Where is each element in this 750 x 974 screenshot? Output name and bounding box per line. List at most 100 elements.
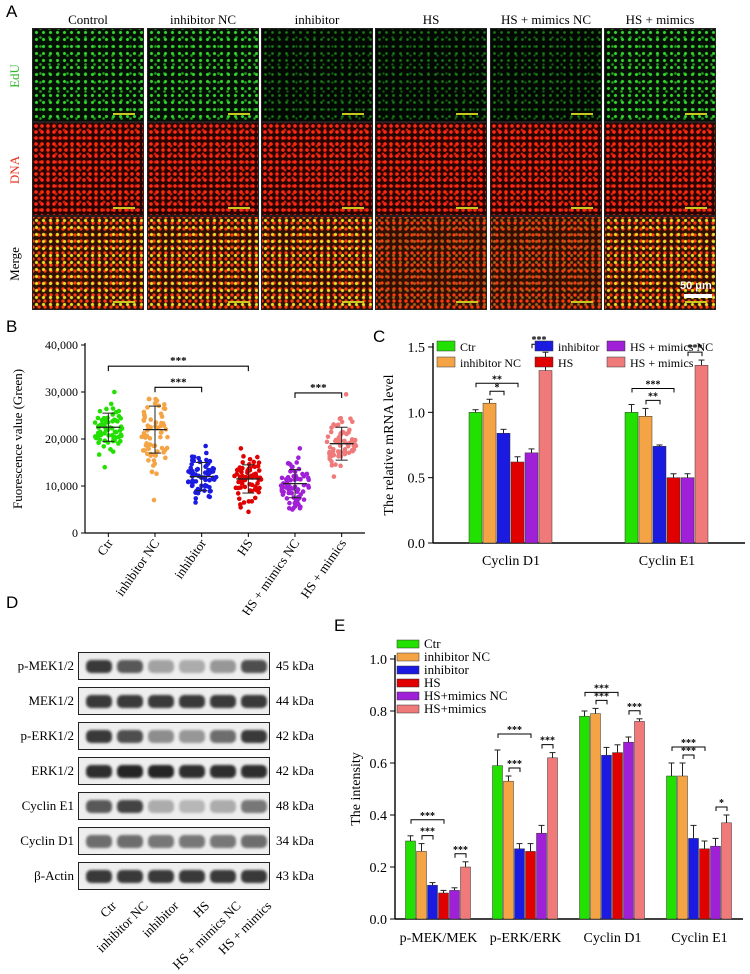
data-point bbox=[110, 406, 116, 411]
data-point bbox=[207, 477, 212, 483]
significance-label: *** bbox=[681, 738, 696, 749]
data-point bbox=[189, 483, 195, 489]
data-point bbox=[289, 464, 295, 470]
bar-hs bbox=[510, 461, 525, 544]
data-point bbox=[291, 505, 296, 511]
blot-band bbox=[210, 835, 236, 848]
legend-swatch-hs-mimics-nc bbox=[606, 340, 626, 352]
data-point bbox=[118, 438, 123, 444]
blot-band bbox=[148, 765, 174, 778]
y-tick-label: 40,000 bbox=[45, 338, 78, 352]
data-point bbox=[288, 486, 293, 491]
y-tick-label: 0.6 bbox=[370, 757, 388, 772]
significance-bracket bbox=[154, 386, 203, 393]
data-point bbox=[159, 429, 164, 435]
data-point bbox=[253, 471, 258, 477]
significance-bracket bbox=[294, 392, 343, 398]
blot-label-mek1-2: MEK1/2 bbox=[28, 693, 75, 708]
micrograph-scale-bar bbox=[228, 207, 250, 209]
data-point bbox=[256, 468, 262, 473]
data-point bbox=[162, 448, 168, 453]
data-point bbox=[333, 438, 338, 444]
x-category-label: p-MEK/MEK bbox=[400, 931, 478, 946]
bar-inhibitor bbox=[652, 446, 667, 544]
data-point bbox=[203, 477, 208, 483]
data-point bbox=[186, 469, 191, 474]
y-tick-label: 0.2 bbox=[370, 861, 388, 876]
blot-strip-p-mek1-2 bbox=[78, 652, 270, 680]
micrograph-scale-bar bbox=[228, 113, 250, 115]
x-category-label: Cyclin D1 bbox=[584, 931, 642, 946]
x-tick-label: Ctr bbox=[94, 536, 116, 559]
bar-inhibitor-nc bbox=[416, 851, 427, 920]
panel-a-letter: A bbox=[6, 2, 18, 21]
data-point bbox=[145, 423, 151, 428]
data-point bbox=[189, 454, 195, 459]
data-point bbox=[207, 489, 213, 494]
panel-e-bar-chart: 0.0 0.2 0.4 0.6 0.8 1.0 The intensity p-MEK/MEK… bbox=[349, 636, 743, 946]
micrograph-merge-hs bbox=[375, 216, 487, 310]
data-point bbox=[349, 437, 355, 442]
data-point bbox=[258, 477, 264, 482]
legend-label-inhibitor: inhibitor bbox=[424, 662, 469, 677]
data-point bbox=[238, 446, 244, 451]
blot-label-cyclin-d1: Cyclin D1 bbox=[20, 833, 74, 848]
panel-e-letter: E bbox=[334, 616, 346, 635]
y-tick-label: 0.8 bbox=[370, 705, 388, 720]
data-point bbox=[338, 463, 343, 469]
data-point bbox=[146, 446, 151, 452]
bar-hs-mimics-nc bbox=[623, 741, 634, 920]
data-point bbox=[256, 460, 262, 465]
data-point bbox=[242, 484, 248, 490]
column-title-hs-mimics-nc: HS + mimics NC bbox=[500, 12, 592, 27]
data-point bbox=[241, 454, 246, 459]
data-point bbox=[152, 452, 158, 458]
legend-swatch-ctr bbox=[396, 639, 420, 649]
blot-band bbox=[179, 695, 205, 708]
blot-band bbox=[148, 835, 174, 848]
data-point bbox=[146, 396, 152, 402]
blot-band bbox=[241, 835, 267, 848]
blot-kda-p-mek1-2: 45 kDa bbox=[276, 658, 314, 673]
micrograph-edu-inhibitor-nc bbox=[147, 28, 259, 122]
micrograph-scale-bar bbox=[228, 301, 250, 303]
blot-strip-cyclin-d1 bbox=[78, 827, 270, 855]
lane-label-hs: HS bbox=[190, 898, 213, 921]
data-point bbox=[163, 455, 168, 461]
significance-label: *** bbox=[627, 702, 642, 713]
micrograph-scale-bar bbox=[456, 301, 478, 303]
data-point bbox=[296, 466, 302, 472]
blot-band bbox=[179, 730, 205, 743]
significance-label: *** bbox=[453, 845, 468, 856]
panel-d-letter: D bbox=[6, 593, 19, 612]
data-point bbox=[193, 479, 199, 484]
data-point bbox=[346, 450, 352, 456]
blot-band bbox=[117, 695, 143, 708]
significance-bracket bbox=[584, 691, 619, 697]
data-point bbox=[145, 451, 150, 457]
bar-ctr bbox=[666, 775, 677, 920]
data-point bbox=[294, 489, 300, 494]
column-title-inhibitor: inhibitor bbox=[294, 12, 340, 27]
blot-band bbox=[241, 870, 267, 883]
bar-hs-mimics-nc bbox=[449, 890, 460, 920]
data-point bbox=[347, 427, 352, 433]
data-point bbox=[337, 452, 343, 458]
blot-band bbox=[117, 870, 143, 883]
data-point bbox=[337, 416, 343, 422]
bar-inhibitor-nc bbox=[590, 713, 601, 920]
data-point bbox=[190, 470, 196, 476]
data-point bbox=[108, 401, 114, 407]
data-point bbox=[193, 496, 199, 501]
data-point bbox=[348, 416, 353, 421]
y-tick-label: 0.0 bbox=[370, 913, 388, 928]
y-tick-label: 0 bbox=[72, 526, 78, 540]
significance-label: * bbox=[495, 382, 500, 393]
data-point bbox=[188, 465, 193, 471]
blot-strip-cyclin-e1 bbox=[78, 792, 270, 820]
data-point bbox=[97, 408, 103, 414]
data-point bbox=[161, 406, 167, 411]
significance-bracket bbox=[715, 806, 728, 811]
data-point bbox=[148, 417, 154, 422]
blot-band bbox=[210, 800, 236, 813]
